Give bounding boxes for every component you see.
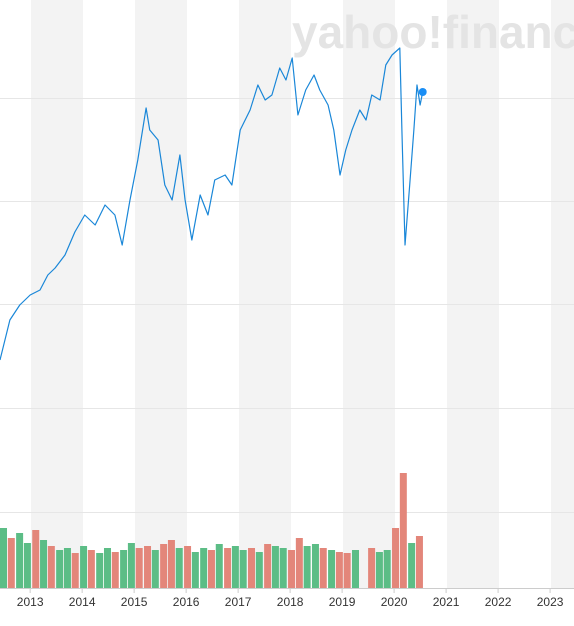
volume-bar <box>399 473 407 588</box>
year-band <box>239 0 291 588</box>
volume-bar <box>328 550 336 588</box>
volume-bar <box>7 538 15 588</box>
volume-bar <box>231 546 239 588</box>
x-tick-label: 2014 <box>69 595 96 609</box>
volume-bar <box>271 546 279 588</box>
volume-bar <box>319 548 327 588</box>
volume-bar <box>127 543 135 588</box>
volume-bar <box>151 550 159 588</box>
volume-bar <box>392 528 400 588</box>
volume-bar <box>103 548 111 588</box>
volume-bar <box>279 548 287 588</box>
volume-bar <box>135 548 143 588</box>
volume-bar <box>295 538 303 588</box>
x-tick-label: 2019 <box>329 595 356 609</box>
volume-bar <box>239 550 247 588</box>
volume-bar <box>248 548 256 588</box>
volume-bar <box>32 530 40 588</box>
volume-bar <box>0 528 7 588</box>
last-point <box>418 88 427 96</box>
volume-bar <box>408 543 416 588</box>
x-tick-label: 2018 <box>277 595 304 609</box>
volume-bar <box>335 552 343 588</box>
volume-bar <box>160 544 168 588</box>
x-tick-label: 2023 <box>537 595 564 609</box>
volume-bar <box>383 550 391 588</box>
year-band <box>551 0 574 588</box>
volume-bar <box>415 536 423 588</box>
volume-bar <box>167 540 175 588</box>
volume-bar <box>120 550 128 588</box>
volume-bar <box>63 548 71 588</box>
volume-bar <box>56 550 64 588</box>
volume-bar <box>215 544 223 588</box>
x-tick-label: 2015 <box>121 595 148 609</box>
volume-bar <box>351 550 359 588</box>
volume-bar <box>71 553 79 588</box>
volume-bar <box>87 550 95 588</box>
x-tick-label: 2017 <box>225 595 252 609</box>
x-tick-label: 2013 <box>17 595 44 609</box>
volume-bar <box>23 543 31 588</box>
year-bands <box>31 0 574 588</box>
grid <box>0 98 574 513</box>
volume-bar <box>288 550 296 588</box>
volume-bar <box>175 548 183 588</box>
volume-bar <box>368 548 376 588</box>
volume-bar <box>255 552 263 588</box>
x-tick-label: 2020 <box>381 595 408 609</box>
price-line <box>0 47 424 361</box>
volume-bar <box>303 546 311 588</box>
year-band <box>343 0 395 588</box>
x-tick-label: 2022 <box>485 595 512 609</box>
x-tick-label: 2021 <box>433 595 460 609</box>
volume-bar <box>47 546 55 588</box>
volume-bar <box>40 540 48 588</box>
volume-bar <box>311 544 319 588</box>
volume-bar <box>80 546 88 588</box>
year-band <box>135 0 187 588</box>
volume-bar <box>207 550 215 588</box>
volume-bar <box>191 552 199 588</box>
year-band <box>447 0 499 588</box>
volume-bar <box>184 546 192 588</box>
x-tick-label: 2016 <box>173 595 200 609</box>
volume-bar <box>111 552 119 588</box>
volume-bar <box>343 553 351 588</box>
volume-bar <box>144 546 152 588</box>
volume-bar <box>375 552 383 588</box>
watermark: yahoo!finance <box>292 6 574 58</box>
volume-bar <box>96 553 104 588</box>
volume-bar <box>264 544 272 588</box>
volume-bar <box>16 533 24 588</box>
year-band <box>31 0 83 588</box>
volume-bar <box>200 548 208 588</box>
volume-bar <box>224 548 232 588</box>
